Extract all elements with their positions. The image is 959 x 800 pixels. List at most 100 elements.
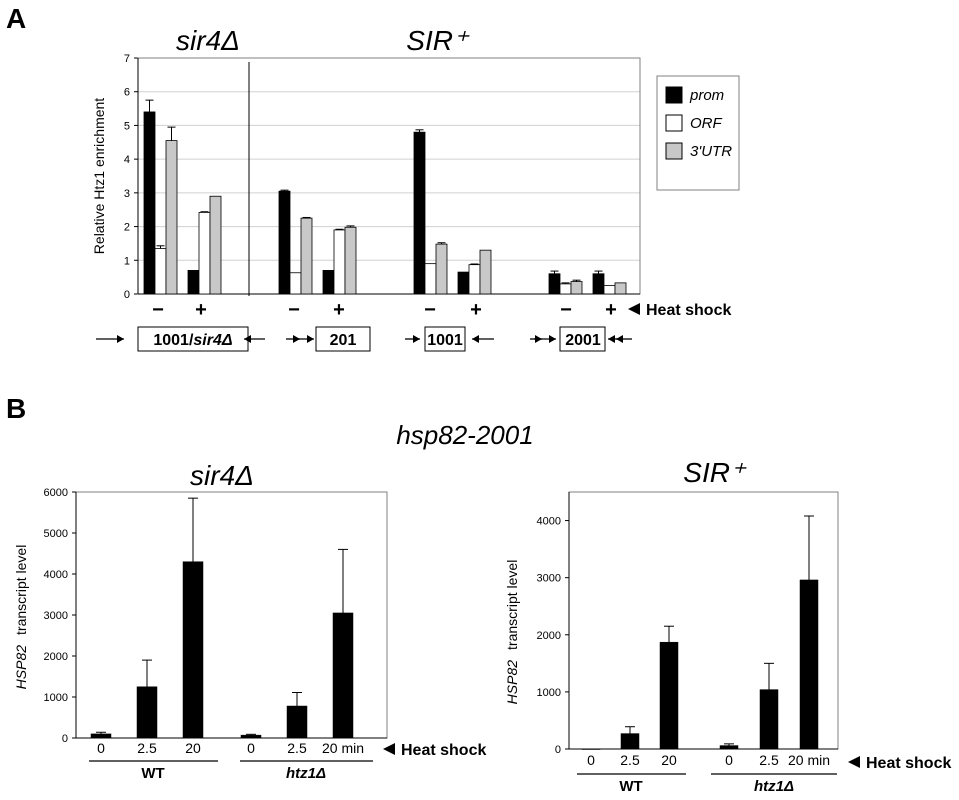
heat-shock-label: Heat shock: [646, 302, 731, 319]
bar-3UTR-2: [300, 217, 313, 295]
chart-a-legend: prom ORF 3'UTR: [656, 75, 740, 191]
bar-1: [620, 733, 640, 750]
bar-0: [581, 748, 601, 750]
chart-a-heat-shock-row: − + − + − + − + Heat shock: [152, 299, 731, 321]
bar-prom-7: [592, 273, 605, 295]
construct-arrow-2-1-head: [472, 335, 479, 343]
bar-prom-6: [548, 273, 561, 295]
y-tick-label-5000: 5000: [44, 528, 68, 540]
bar-3: [240, 734, 262, 739]
bar-3UTR-0: [165, 140, 178, 295]
bar-3UTR-1: [209, 195, 222, 295]
y-tick-label-3000: 3000: [44, 610, 68, 622]
heat-shock-sign-7: +: [605, 299, 617, 321]
heat-shock-sign-1: +: [195, 299, 207, 321]
bar-3UTR-7: [614, 282, 627, 295]
heat-shock-sign-0: −: [152, 299, 164, 321]
bar-ORF-5: [468, 264, 481, 295]
bar-1: [136, 686, 158, 739]
chart-b-left-ylabel-rest: transcript level: [13, 545, 29, 635]
chart-b-left-ylabel-gene: HSP82: [13, 645, 29, 690]
y-tick-label-5: 5: [124, 120, 130, 132]
bar-3UTR-6: [570, 281, 583, 295]
bar-2: [659, 641, 679, 750]
construct-box-2: [424, 326, 466, 352]
construct-label-0: 1001/sir4Δ: [153, 332, 233, 349]
heat-shock-label: Heat shock: [401, 742, 486, 759]
construct-label-main-0: 1001/: [153, 332, 194, 349]
bar-5: [332, 612, 354, 739]
panel-a-letter: A: [6, 3, 26, 34]
legend-swatch-3UTR: [665, 142, 683, 160]
bar-prom-2: [278, 190, 291, 295]
legend-label-prom: prom: [689, 87, 724, 104]
chart-b-right-ylabel: HSP82 transcript level: [504, 560, 521, 705]
x-category-label-3: 0: [247, 740, 255, 756]
y-tick-label-3000: 3000: [537, 573, 561, 585]
chart-b-left-title: sir4Δ: [190, 460, 254, 491]
x-category-label-0: 0: [587, 752, 595, 768]
x-category-label-0: 0: [97, 740, 105, 756]
x-category-label-5: 20 min: [322, 740, 364, 756]
y-tick-label-2000: 2000: [537, 630, 561, 642]
x-category-label-1: 2.5: [137, 740, 157, 756]
y-tick-label-1000: 1000: [537, 687, 561, 699]
chart-b-right-title: SIR⁺: [683, 457, 747, 488]
y-tick-label-2: 2: [124, 222, 130, 234]
bar-ORF-1: [198, 212, 211, 295]
chart-b-right-ylabel-gene: HSP82: [504, 660, 520, 705]
bar-3: [719, 745, 739, 750]
chart-a-title-sirplus: SIR⁺: [406, 25, 470, 56]
heat-shock-sign-2: −: [288, 299, 300, 321]
y-tick-label-3: 3: [124, 188, 130, 200]
bar-0: [90, 733, 112, 739]
bar-5: [799, 579, 819, 750]
heat-shock-sign-5: +: [470, 299, 482, 321]
y-tick-label-0: 0: [555, 744, 561, 756]
construct-label-main-3: 2001: [565, 332, 601, 349]
y-tick-label-6: 6: [124, 87, 130, 99]
group-label-1: htz1Δ: [286, 765, 326, 782]
y-tick-label-4: 4: [124, 154, 130, 166]
construct-arrow-0-1-head: [244, 335, 251, 343]
bar-ORF-7: [603, 285, 616, 295]
chart-b-right-ylabel-rest: transcript level: [504, 560, 520, 650]
y-tick-label-2000: 2000: [44, 651, 68, 663]
y-tick-label-4000: 4000: [537, 516, 561, 528]
construct-arrow-3-3-head: [616, 335, 623, 343]
legend-label-3UTR: 3'UTR: [690, 143, 732, 160]
bar-ORF-3: [333, 229, 346, 295]
y-tick-label-7: 7: [124, 53, 130, 65]
chart-b-left-ylabel: HSP82 transcript level: [13, 545, 30, 690]
construct-label-1: 201: [330, 332, 357, 349]
y-tick-label-4000: 4000: [44, 569, 68, 581]
y-tick-label-0: 0: [124, 289, 130, 301]
chart-b-right: 0 1000 2000 3000 4000 0 2.5 20 0 2.5 20 min Heat sh…: [537, 491, 951, 795]
chart-a-title-sir4: sir4Δ: [176, 25, 240, 56]
bar-prom-4: [413, 131, 426, 295]
construct-box-0: [137, 326, 249, 352]
bar-3UTR-5: [479, 249, 492, 295]
construct-box-1: [315, 326, 371, 352]
y-tick-label-6000: 6000: [44, 487, 68, 499]
construct-label-italic-0: sir4Δ: [193, 332, 232, 349]
group-label-0: WT: [141, 765, 164, 782]
construct-label-main-2: 1001: [427, 332, 463, 349]
x-category-label-1: 2.5: [620, 752, 640, 768]
chart-a-constructs-row: 1001/sir4Δ 201 1001 2001: [96, 326, 632, 352]
construct-box-3: [559, 326, 606, 352]
x-category-label-4: 2.5: [759, 752, 779, 768]
heat-shock-label: Heat shock: [866, 755, 951, 772]
heat-shock-sign-3: +: [333, 299, 345, 321]
x-category-label-2: 20: [661, 752, 677, 768]
bar-prom-1: [187, 269, 200, 295]
bar-ORF-6: [559, 283, 572, 295]
construct-arrow-2-0-head: [413, 335, 420, 343]
group-label-1: htz1Δ: [754, 778, 794, 795]
construct-label-2: 1001: [427, 332, 463, 349]
heat-shock-pointer: [848, 756, 860, 768]
bar-prom-3: [322, 269, 335, 295]
heat-shock-sign-6: −: [560, 299, 572, 321]
construct-arrow-0-0-head: [117, 335, 124, 343]
bar-prom-0: [143, 111, 156, 295]
